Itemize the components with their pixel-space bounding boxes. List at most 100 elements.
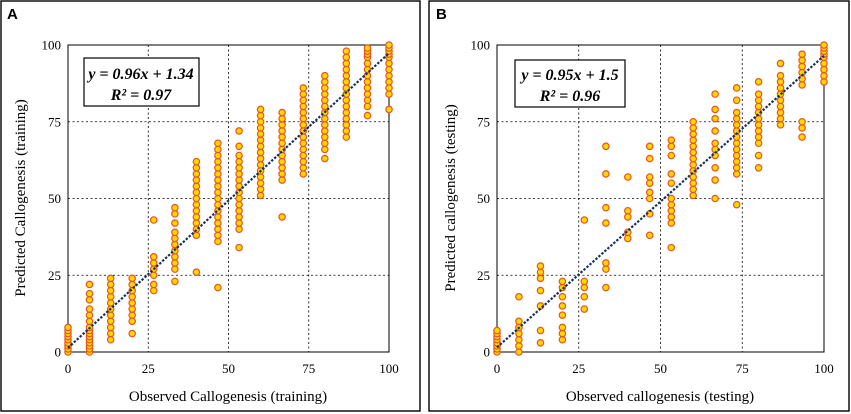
panel-a-data-point [171, 228, 179, 237]
panel-a-fit-line [67, 52, 390, 349]
panel-a-data-point [235, 213, 243, 221]
panel-b-letter: B [436, 6, 447, 23]
panel-b-data-point [732, 145, 741, 154]
panel-a-data-point [214, 157, 222, 166]
panel-a-data-point [235, 142, 243, 151]
panel-b-data-point [667, 179, 676, 187]
panel-a-data-point [214, 194, 222, 203]
panel-a-data-point [320, 84, 329, 92]
panel-a-data-point [385, 41, 393, 49]
panel-a-data-point [192, 268, 201, 276]
panel-a-data-point [171, 210, 179, 218]
panel-b-data-point [602, 219, 610, 227]
panel-a-data-point [149, 253, 158, 261]
panel-a-data-point [85, 317, 94, 326]
panel-b-data-point [732, 108, 741, 117]
panel-b-data-point [798, 81, 806, 89]
panel-b-data-point [776, 96, 785, 105]
panel-b-equation: y = 0.95x + 1.5 [519, 67, 618, 84]
panel-a-data-point [278, 121, 286, 129]
panel-a-data-point [256, 185, 265, 194]
panel-b-x-tick-label: 75 [736, 361, 749, 376]
panel-a-data-point [278, 170, 286, 178]
panel-b-data-point [580, 305, 589, 313]
panel-a-data-point [192, 231, 201, 240]
panel-a-data-point [342, 121, 351, 129]
panel-a-data-point [256, 160, 265, 169]
panel-b-data-point [689, 142, 698, 151]
panel-b-data-point [798, 62, 806, 71]
panel-b-data-point [515, 348, 523, 356]
panel-a-data-point [342, 114, 351, 123]
panel-a-data-point [299, 164, 308, 172]
panel-b-data-point [711, 114, 719, 123]
panel-b-data-point [754, 114, 763, 123]
panel-b-data-point [776, 59, 785, 68]
panel-b-data-point [645, 194, 654, 203]
panel-a-data-point [106, 299, 115, 307]
panel-a-data-point [385, 65, 393, 74]
panel-a-data-point [320, 114, 329, 123]
panel-b-y-tick-label: 25 [477, 268, 490, 283]
panel-a-data-point [385, 78, 393, 86]
panel-a-data-point [214, 283, 222, 292]
panel-b-data-point [667, 200, 676, 209]
panel-a-data-point [128, 292, 137, 301]
panel-a-y-tick-label: 25 [48, 268, 61, 283]
panel-b-data-point [515, 317, 523, 326]
panel-b-data-point [689, 136, 698, 144]
panel-a-data-point [363, 111, 372, 120]
panel-a-data-point [85, 296, 94, 304]
panel-b-data-point [645, 188, 654, 197]
panel-a-data-point [171, 234, 179, 243]
panel-a-data-point [299, 108, 308, 117]
panel-b-data-point [689, 124, 698, 132]
panel-a-data-point [278, 164, 286, 172]
panel-a-data-point [106, 329, 115, 338]
panel-b-data-point [820, 65, 828, 74]
panel-a-data-point [214, 225, 222, 234]
panel-b-data-point [667, 194, 676, 203]
panel-b-data-point [689, 154, 698, 163]
panel-b-data-point [711, 105, 719, 114]
panel-b-ticks: 0 25 50 75 100 0 25 50 75 100 [471, 38, 834, 377]
panel-b-data-point [623, 234, 632, 243]
panel-a-equation-box [83, 57, 200, 107]
panel-a-data-point [320, 96, 329, 105]
panel-a-data-point [363, 78, 372, 86]
panel-a-data-point [192, 219, 201, 227]
panel-a-data-point [192, 164, 201, 172]
panel-b-y-tick-label: 100 [471, 38, 491, 53]
panel-a-data-point [192, 188, 201, 197]
panel-a-data-point [278, 127, 286, 135]
panel-b-data-point [558, 292, 567, 301]
panel-a-data-point [235, 225, 243, 234]
panel-a-data-point [106, 311, 115, 319]
panel-b-data-point [536, 286, 545, 295]
panel-a-data-point [256, 173, 265, 181]
panel-a-x-tick-label: 100 [379, 361, 399, 376]
panel-a-data-point [320, 145, 329, 154]
panel-b-data-point [667, 213, 676, 221]
panel-a-data-point [235, 164, 243, 172]
panel-a-data-point [235, 127, 243, 135]
panel-b-data-point [776, 84, 785, 92]
panel-a-data-point [192, 157, 201, 166]
panel-a-data-point [106, 280, 115, 289]
panel-b-data-point [667, 170, 676, 178]
panel-a-data-point [320, 121, 329, 129]
panel-b-data-point [689, 130, 698, 138]
panel-a-data-point [214, 231, 222, 240]
panel-b-data-point [711, 90, 719, 98]
panel-a-data-point [278, 108, 286, 117]
panel-a-data-point [192, 206, 201, 215]
panel-a-data-point [342, 127, 351, 135]
panel-b-data-point [536, 262, 545, 270]
panel-b-points [493, 41, 828, 356]
panel-a-x-tick-label: 25 [142, 361, 155, 376]
panel-b-data-point [558, 277, 567, 286]
panel-a-data-point [320, 71, 329, 80]
panel-a-data-point [171, 259, 179, 267]
panel-a-x-tick-label: 50 [222, 361, 235, 376]
